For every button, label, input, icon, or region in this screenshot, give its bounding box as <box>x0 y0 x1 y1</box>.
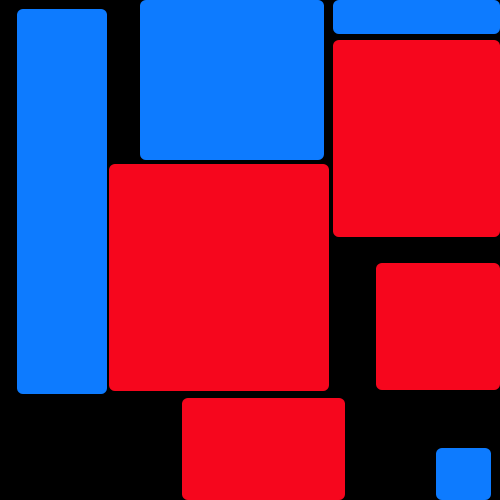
rect-bottom-right-blue-small <box>436 448 491 500</box>
rect-top-right-blue-strip <box>333 0 500 34</box>
rect-bottom-center-red <box>182 398 345 500</box>
rect-upper-right-red <box>333 40 500 237</box>
rect-tall-left-blue <box>17 9 107 394</box>
rect-center-red-large <box>109 164 329 391</box>
rect-top-center-blue <box>140 0 324 160</box>
rect-mid-right-red <box>376 263 500 390</box>
